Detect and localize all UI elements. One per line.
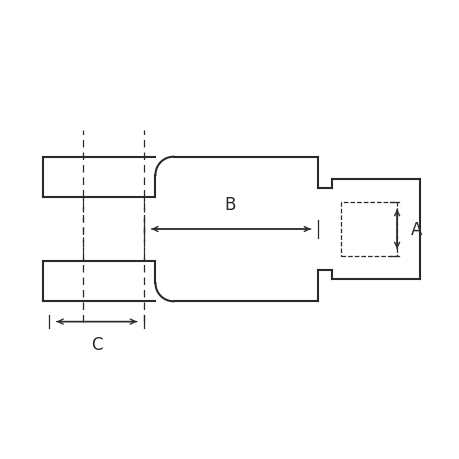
Text: B: B [224,196,235,214]
Text: A: A [410,220,421,239]
Bar [340,202,396,257]
Text: C: C [91,336,102,353]
